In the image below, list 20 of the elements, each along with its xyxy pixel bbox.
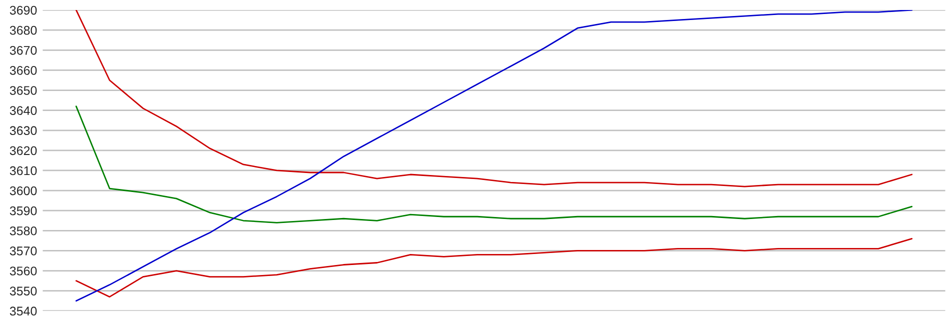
y-tick-label: 3650 <box>10 86 37 95</box>
y-tick-label: 3620 <box>10 146 37 156</box>
y-tick-label: 3540 <box>10 306 37 316</box>
line-series <box>75 106 913 224</box>
y-tick-label: 3610 <box>10 166 37 176</box>
line-series <box>75 238 913 298</box>
line-series <box>75 10 913 302</box>
y-tick-label: 3690 <box>10 6 37 15</box>
line-series <box>75 10 913 188</box>
y-tick-label: 3670 <box>10 46 37 55</box>
y-tick-label: 3550 <box>10 286 37 296</box>
y-tick-label: 3660 <box>10 66 37 75</box>
y-tick-label: 3680 <box>10 26 37 35</box>
y-tick-label: 3580 <box>10 226 37 236</box>
y-tick-label: 3630 <box>10 126 37 136</box>
y-tick-label: 3570 <box>10 246 37 256</box>
y-tick-label: 3600 <box>10 186 37 196</box>
y-tick-label: 3560 <box>10 266 37 276</box>
y-tick-label: 3590 <box>10 206 37 216</box>
y-tick-label: 3640 <box>10 106 37 115</box>
